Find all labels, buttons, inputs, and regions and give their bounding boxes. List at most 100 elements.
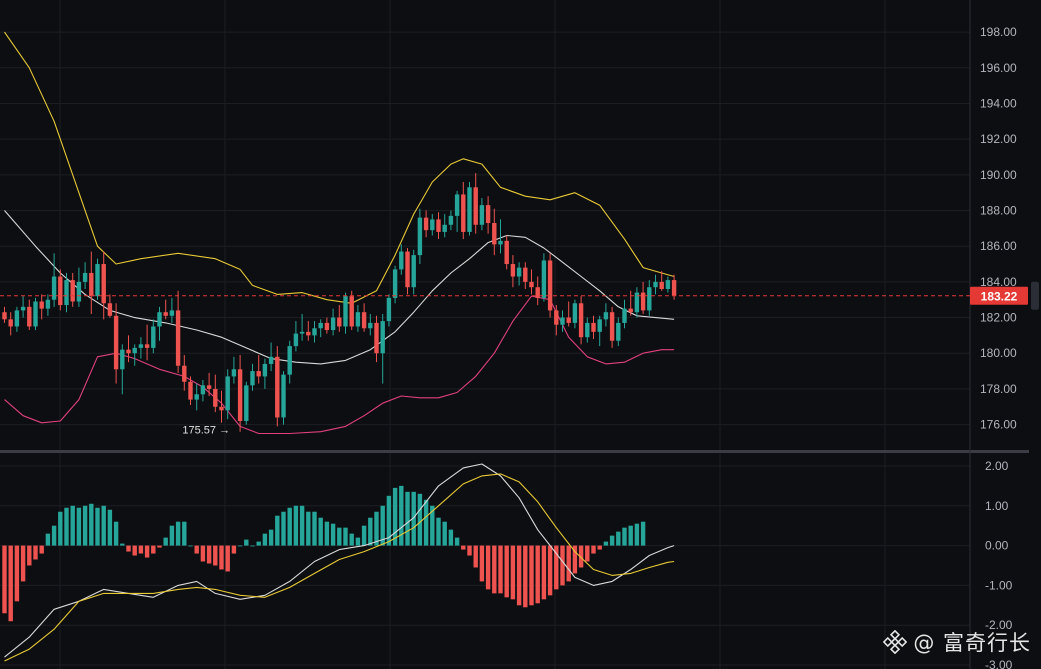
candle[interactable]: [647, 280, 652, 316]
candle[interactable]: [20, 296, 26, 318]
candle[interactable]: [603, 303, 609, 327]
candle[interactable]: [492, 208, 497, 256]
candle[interactable]: [113, 303, 119, 384]
candle[interactable]: [374, 315, 379, 363]
candle[interactable]: [169, 297, 175, 323]
price-axis[interactable]: 176.00 178.00 180.00 182.00 184.00 186.00 188.…: [970, 25, 1039, 669]
candle[interactable]: [436, 212, 441, 240]
candle[interactable]: [76, 267, 82, 307]
candle[interactable]: [27, 299, 32, 331]
candle[interactable]: [64, 272, 69, 313]
candle[interactable]: [572, 299, 578, 329]
candle[interactable]: [299, 313, 305, 341]
candle[interactable]: [461, 181, 466, 240]
candle[interactable]: [293, 321, 299, 352]
candle[interactable]: [306, 321, 311, 341]
candle[interactable]: [231, 356, 237, 384]
candle[interactable]: [380, 313, 385, 384]
candle[interactable]: [510, 255, 516, 288]
candle[interactable]: [337, 305, 342, 332]
candle[interactable]: [399, 244, 404, 275]
candle[interactable]: [473, 173, 478, 234]
candle[interactable]: [182, 355, 187, 391]
candle[interactable]: [188, 376, 193, 405]
candle[interactable]: [82, 262, 88, 290]
candle[interactable]: [244, 381, 249, 425]
candle[interactable]: [653, 274, 658, 295]
candle[interactable]: [368, 313, 373, 336]
candle[interactable]: [330, 308, 336, 336]
candle[interactable]: [554, 305, 559, 336]
candle[interactable]: [213, 374, 218, 413]
candle[interactable]: [225, 369, 230, 420]
candle[interactable]: [349, 290, 354, 331]
candle[interactable]: [361, 303, 367, 332]
candle[interactable]: [547, 253, 553, 318]
candle[interactable]: [591, 315, 596, 339]
candle[interactable]: [163, 299, 168, 320]
candle[interactable]: [194, 383, 199, 411]
candle[interactable]: [138, 337, 144, 359]
candle[interactable]: [45, 294, 51, 316]
candle[interactable]: [529, 269, 534, 295]
candle[interactable]: [659, 271, 664, 291]
candle[interactable]: [324, 317, 330, 334]
candle[interactable]: [275, 346, 280, 427]
candle[interactable]: [448, 210, 454, 231]
candle[interactable]: [665, 276, 671, 293]
candle[interactable]: [622, 299, 627, 329]
candle[interactable]: [585, 317, 590, 343]
axis-scroll-handle[interactable]: [1031, 281, 1039, 310]
candle[interactable]: [157, 306, 162, 341]
candle[interactable]: [318, 319, 323, 338]
macd-panel[interactable]: [2, 463, 675, 662]
candle[interactable]: [355, 305, 361, 332]
candle[interactable]: [516, 262, 522, 286]
candle[interactable]: [541, 253, 547, 302]
candle[interactable]: [101, 251, 106, 320]
candle[interactable]: [144, 324, 150, 361]
candle[interactable]: [504, 235, 509, 270]
candle[interactable]: [256, 355, 261, 384]
candle[interactable]: [560, 310, 565, 332]
candle[interactable]: [281, 371, 286, 425]
candle[interactable]: [219, 390, 224, 423]
candle[interactable]: [268, 342, 274, 372]
candle[interactable]: [237, 355, 243, 432]
candle[interactable]: [597, 315, 602, 347]
candle[interactable]: [386, 294, 392, 327]
candle[interactable]: [8, 312, 13, 336]
candle[interactable]: [442, 214, 447, 238]
candle[interactable]: [287, 340, 292, 384]
candle[interactable]: [609, 306, 615, 348]
price-panel[interactable]: 175.57 →: [0, 31, 970, 436]
candle[interactable]: [2, 306, 7, 323]
candle[interactable]: [312, 321, 317, 343]
candle[interactable]: [200, 379, 206, 402]
candle[interactable]: [535, 276, 540, 306]
candle[interactable]: [405, 247, 410, 295]
candle[interactable]: [479, 198, 485, 231]
candle[interactable]: [523, 262, 528, 290]
candle[interactable]: [14, 306, 20, 332]
candle[interactable]: [126, 335, 131, 363]
candle[interactable]: [467, 181, 472, 236]
candle[interactable]: [578, 296, 584, 345]
candle[interactable]: [392, 265, 398, 304]
candle[interactable]: [250, 363, 255, 391]
candle[interactable]: [628, 290, 633, 316]
candle[interactable]: [206, 372, 212, 397]
candle[interactable]: [616, 317, 621, 347]
candle[interactable]: [151, 319, 156, 354]
candle[interactable]: [498, 219, 503, 254]
candle[interactable]: [39, 294, 44, 320]
candle[interactable]: [417, 208, 423, 265]
candle[interactable]: [454, 190, 460, 232]
candle[interactable]: [175, 290, 181, 373]
candle[interactable]: [566, 301, 571, 327]
candle[interactable]: [51, 253, 57, 307]
candle[interactable]: [423, 210, 429, 238]
current-price-tag[interactable]: [970, 286, 1028, 305]
candle[interactable]: [411, 249, 416, 295]
